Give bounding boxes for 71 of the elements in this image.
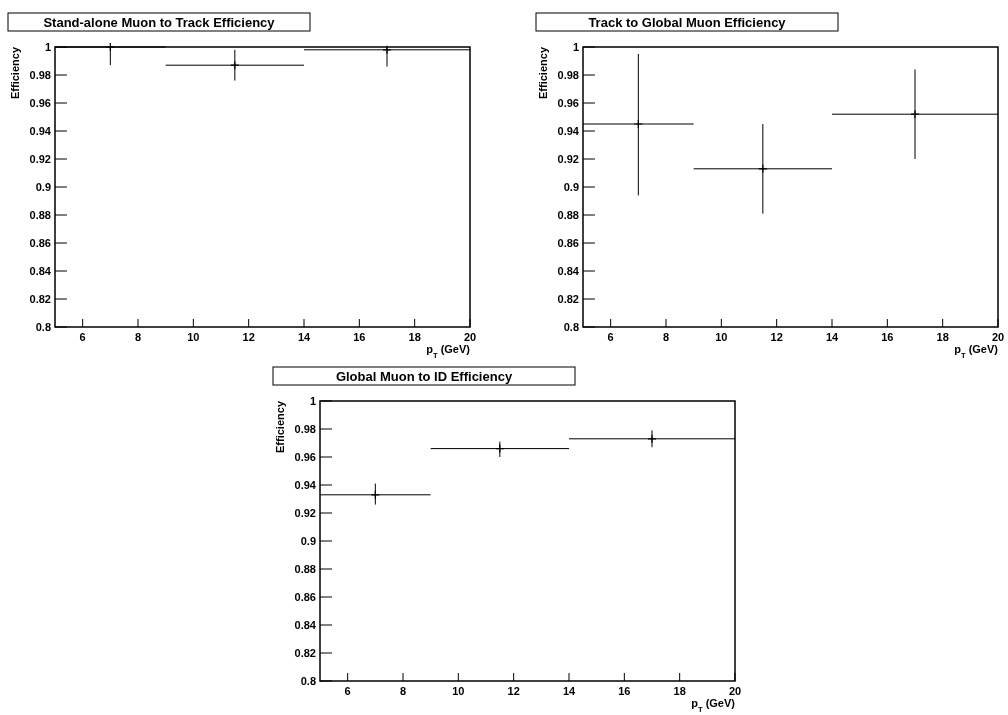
y-tick-label: 0.88 [294, 563, 316, 575]
y-tick-label: 0.92 [557, 153, 579, 165]
y-tick-label: 0.96 [557, 97, 579, 109]
x-tick-label: 6 [607, 331, 614, 343]
x-tick-label: 10 [452, 685, 465, 697]
y-tick-label: 0.92 [294, 507, 316, 519]
y-tick-label: 0.98 [557, 69, 579, 81]
y-tick-label: 0.9 [35, 181, 51, 193]
x-tick-label: 6 [79, 331, 86, 343]
x-tick-label: 16 [881, 331, 894, 343]
y-tick-label: 0.92 [29, 153, 51, 165]
y-tick-label: 0.88 [557, 209, 579, 221]
y-tick-label: 0.8 [35, 321, 51, 333]
y-tick-label: 0.82 [557, 293, 579, 305]
y-tick-label: 0.84 [557, 265, 580, 277]
y-tick-label: 0.9 [300, 535, 316, 547]
y-tick-label: 0.86 [557, 237, 579, 249]
y-axis-title: Efficiency [274, 400, 286, 453]
x-tick-label: 18 [673, 685, 686, 697]
x-tick-label: 12 [242, 331, 255, 343]
point [105, 42, 115, 52]
point [633, 119, 643, 129]
y-tick-label: 0.94 [294, 479, 317, 491]
x-tick-label: 10 [187, 331, 200, 343]
x-tick-label: 16 [618, 685, 631, 697]
y-tick-label: 0.98 [29, 69, 51, 81]
point [647, 434, 657, 444]
y-tick-label: 0.84 [29, 265, 52, 277]
x-axis-title: p$_{T}$ (GeV) [954, 343, 999, 360]
x-tick-label: 14 [562, 685, 576, 697]
y-axis-title: Efficiency [9, 46, 21, 99]
y-tick-label: 0.9 [563, 181, 579, 193]
x-tick-label: 18 [936, 331, 949, 343]
x-tick-label: 14 [297, 331, 311, 343]
y-tick-label: 0.82 [29, 293, 51, 305]
x-tick-label: 20 [991, 331, 1005, 343]
y-tick-label: 0.82 [294, 647, 316, 659]
x-tick-label: 8 [134, 331, 142, 343]
x-tick-label: 6 [344, 685, 351, 697]
point [910, 109, 920, 119]
x-tick-label: 12 [507, 685, 520, 697]
y-tick-label: 0.96 [294, 451, 316, 463]
x-axis-title: p$_{T}$ (GeV) [426, 343, 471, 360]
x-tick-label: 14 [825, 331, 839, 343]
x-tick-label: 20 [728, 685, 742, 697]
x-tick-label: 8 [399, 685, 407, 697]
y-tick-label: 0.86 [29, 237, 51, 249]
y-tick-label: 0.8 [563, 321, 579, 333]
y-tick-label: 0.98 [294, 423, 316, 435]
y-tick-label: 0.96 [29, 97, 51, 109]
y-axis-title: Efficiency [537, 46, 549, 99]
x-tick-label: 20 [463, 331, 477, 343]
x-tick-label: 18 [408, 331, 421, 343]
y-tick-label: 0.8 [300, 675, 316, 687]
y-tick-label: 1 [572, 41, 579, 53]
y-tick-label: 1 [309, 395, 316, 407]
chart-title: Stand-alone Muon to Track Efficiency [43, 15, 276, 30]
y-tick-label: 0.84 [294, 619, 317, 631]
x-tick-label: 10 [715, 331, 728, 343]
chart-title: Global Muon to ID Efficiency [335, 369, 513, 384]
y-tick-label: 0.88 [29, 209, 51, 221]
x-tick-label: 12 [770, 331, 783, 343]
point [382, 45, 392, 55]
y-tick-label: 1 [44, 41, 51, 53]
x-tick-label: 8 [662, 331, 670, 343]
y-tick-label: 0.86 [294, 591, 316, 603]
chart-title: Track to Global Muon Efficiency [588, 15, 787, 30]
x-tick-label: 16 [353, 331, 366, 343]
x-axis-title: p$_{T}$ (GeV) [691, 697, 736, 714]
y-tick-label: 0.94 [29, 125, 52, 137]
y-tick-label: 0.94 [557, 125, 580, 137]
